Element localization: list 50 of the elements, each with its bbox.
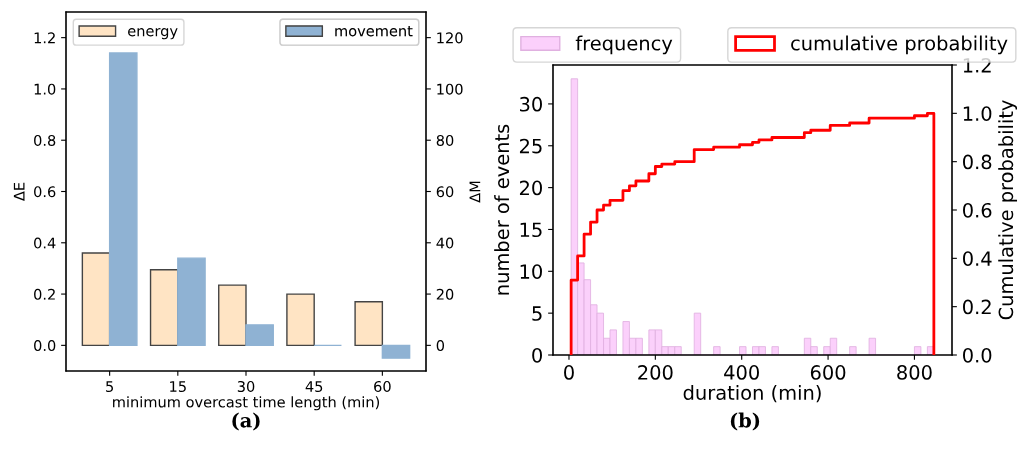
y-tick-label: 0.8 bbox=[34, 134, 56, 146]
y2-tick-label: 0.6 bbox=[963, 202, 992, 218]
x-tick-label: 30 bbox=[237, 380, 255, 393]
y-axis-title: number of events bbox=[494, 124, 510, 295]
y-axis-title: ΔE bbox=[13, 182, 25, 201]
y2-tick-label: 1.2 bbox=[963, 57, 991, 73]
y2-tick-label: 0.8 bbox=[963, 154, 992, 170]
x-tick-label: 400 bbox=[724, 365, 759, 380]
legend-label: movement bbox=[335, 25, 413, 37]
y2-tick-label: 60 bbox=[436, 186, 454, 198]
x-tick-label: 800 bbox=[897, 365, 932, 380]
y2-tick-label: 0.0 bbox=[963, 347, 992, 363]
y-tick-label: 0.2 bbox=[34, 288, 55, 300]
y2-tick-label: 20 bbox=[436, 288, 454, 300]
y-tick-label: 10 bbox=[520, 264, 542, 279]
legend-label: energy bbox=[128, 28, 178, 40]
legend-label: cumulative probability bbox=[791, 35, 1008, 55]
y-tick-label: 25 bbox=[519, 138, 542, 154]
y-tick-label: 0.0 bbox=[34, 340, 56, 352]
y2-axis-title: ΔM bbox=[469, 181, 481, 203]
y-tick-label: 30 bbox=[520, 96, 542, 112]
x-tick-label: 200 bbox=[638, 365, 673, 380]
y2-tick-label: 1.0 bbox=[963, 106, 992, 121]
legend-label: frequency bbox=[575, 35, 673, 55]
x-axis-title: duration (min) bbox=[683, 384, 821, 403]
y-tick-label: 1.2 bbox=[34, 32, 55, 44]
y2-tick-label: 0.2 bbox=[963, 299, 991, 315]
x-tick-label: 5 bbox=[106, 381, 113, 393]
y2-tick-label: 0 bbox=[436, 340, 445, 352]
y2-tick-label: 40 bbox=[436, 237, 454, 249]
y-tick-label: 15 bbox=[520, 222, 542, 238]
y2-tick-label: 100 bbox=[437, 83, 463, 95]
x-tick-label: 15 bbox=[170, 381, 186, 393]
y-tick-label: 20 bbox=[519, 180, 542, 196]
y2-axis-title: Cumulative probability bbox=[998, 100, 1018, 320]
x-tick-label: 0 bbox=[564, 365, 574, 380]
y2-tick-label: 0.4 bbox=[963, 251, 992, 266]
y-tick-label: 1.0 bbox=[34, 83, 56, 95]
x-axis-title: minimum overcast time length (min) bbox=[113, 396, 380, 411]
text: (b) bbox=[730, 412, 760, 431]
text: (a) bbox=[232, 412, 260, 431]
x-tick-label: 60 bbox=[374, 380, 391, 393]
y2-tick-label: 80 bbox=[436, 134, 454, 146]
y-tick-label: 0.6 bbox=[34, 186, 56, 198]
y-tick-label: 0.4 bbox=[34, 237, 56, 249]
x-tick-label: 600 bbox=[810, 365, 846, 380]
y2-tick-label: 120 bbox=[437, 32, 463, 44]
y-tick-label: 0 bbox=[532, 347, 542, 363]
x-tick-label: 45 bbox=[305, 381, 323, 393]
y-tick-label: 5 bbox=[532, 306, 542, 321]
